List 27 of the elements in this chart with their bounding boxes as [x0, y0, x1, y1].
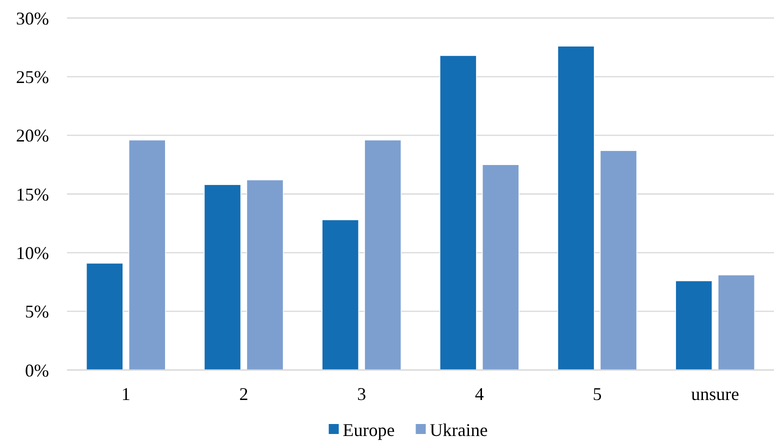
x-tick-label: unsure	[691, 384, 740, 404]
y-tick-label: 25%	[16, 66, 49, 87]
bar	[86, 262, 124, 370]
bar	[482, 164, 520, 370]
x-tick-label: 3	[357, 384, 366, 404]
bar	[557, 46, 595, 370]
y-tick-label: 5%	[25, 302, 49, 322]
legend-label: Ukraine	[430, 420, 488, 440]
bar	[364, 140, 402, 370]
x-tick-label: 4	[474, 384, 484, 404]
bar	[440, 55, 477, 370]
bar	[128, 140, 166, 370]
bar	[600, 150, 638, 370]
y-tick-label: 15%	[16, 184, 49, 204]
y-tick-label: 0%	[25, 360, 49, 380]
bar	[718, 274, 755, 370]
bar	[204, 184, 242, 370]
y-tick-label: 20%	[16, 126, 49, 146]
bar	[246, 180, 284, 370]
x-tick-label: 5	[592, 384, 602, 404]
legend-label: Europe	[342, 420, 395, 440]
y-tick-label: 10%	[16, 242, 49, 263]
bar	[322, 219, 359, 370]
x-tick-label: 1	[121, 384, 130, 404]
y-tick-label: 30%	[16, 8, 49, 28]
bar	[675, 280, 712, 370]
x-tick-label: 2	[239, 384, 248, 404]
